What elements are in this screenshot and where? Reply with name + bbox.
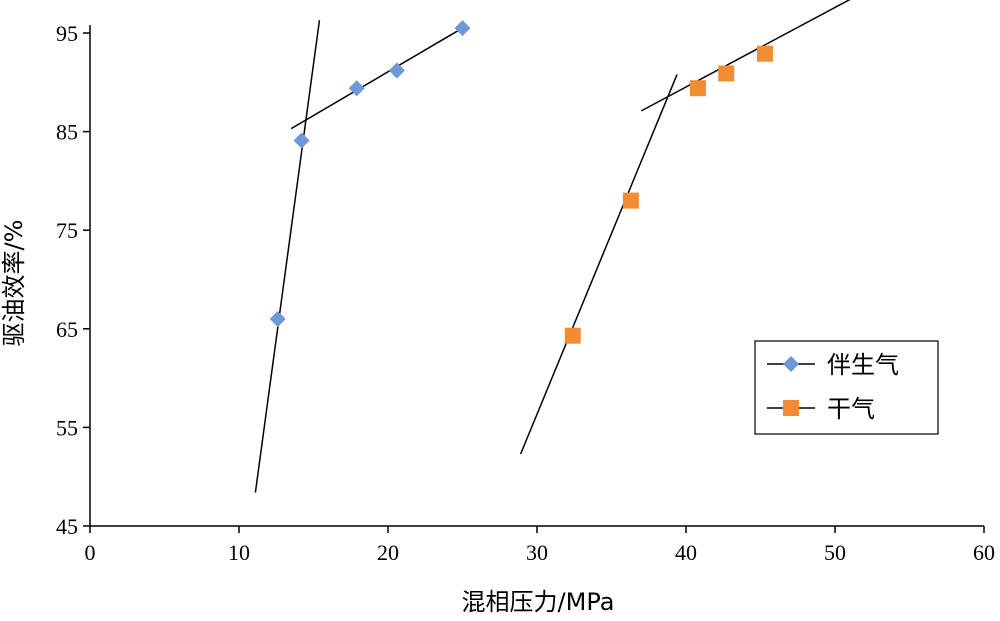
y-tick-label: 55 bbox=[56, 415, 78, 440]
x-tick-label: 60 bbox=[973, 540, 995, 565]
data-point-diamond bbox=[269, 310, 286, 327]
x-tick-label: 20 bbox=[377, 540, 399, 565]
y-axis-ticks: 45 55 65 75 85 95 bbox=[56, 21, 90, 539]
data-point-diamond bbox=[388, 62, 405, 79]
legend-label-1: 伴生气 bbox=[827, 351, 899, 379]
trend-line bbox=[519, 74, 678, 455]
data-point-diamond bbox=[348, 80, 365, 97]
data-point-square bbox=[718, 65, 735, 82]
legend-marker-1 bbox=[783, 356, 799, 372]
x-tick-label: 30 bbox=[526, 540, 548, 565]
y-tick-label: 65 bbox=[56, 317, 78, 342]
y-tick-label: 75 bbox=[56, 218, 78, 243]
legend-box bbox=[754, 340, 939, 435]
x-tick-label: 50 bbox=[824, 540, 846, 565]
trend-line bbox=[640, 0, 851, 112]
x-tick-label: 0 bbox=[85, 540, 96, 565]
data-point-diamond bbox=[293, 132, 310, 149]
trend-line bbox=[290, 27, 463, 130]
y-tick-label: 45 bbox=[56, 514, 78, 539]
x-axis-ticks: 0 10 20 30 40 50 60 bbox=[85, 526, 995, 565]
x-tick-label: 40 bbox=[675, 540, 697, 565]
y-axis-title: 驱油效率/% bbox=[0, 220, 28, 347]
trend-line bbox=[254, 20, 321, 493]
x-axis-title: 混相压力/MPa bbox=[462, 588, 615, 616]
legend-label-2: 干气 bbox=[827, 395, 875, 423]
y-tick-label: 85 bbox=[56, 120, 78, 145]
trend-lines bbox=[254, 0, 851, 493]
data-point-diamond bbox=[454, 20, 471, 37]
data-point-square bbox=[756, 45, 773, 62]
data-point-square bbox=[622, 192, 639, 209]
x-tick-label: 10 bbox=[228, 540, 250, 565]
axes bbox=[89, 25, 984, 527]
legend: 伴生气 干气 bbox=[754, 340, 939, 435]
data-point-square bbox=[689, 80, 706, 97]
data-points bbox=[269, 20, 773, 344]
y-tick-label: 95 bbox=[56, 21, 78, 46]
legend-marker-2 bbox=[783, 400, 799, 416]
data-point-square bbox=[564, 327, 581, 344]
